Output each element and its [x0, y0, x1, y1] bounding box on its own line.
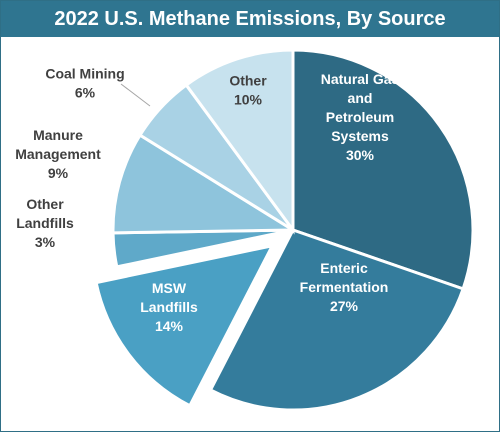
data-label-enteric-fermentation: Enteric Fermentation 27%	[300, 260, 389, 314]
pie-slice-other	[184, 48, 295, 235]
pie-slice-msw-landfills	[94, 243, 276, 408]
pie-slice-enteric-fermentation	[208, 228, 466, 412]
pie-slice-natural-gas-and-petroleum-systems	[291, 48, 475, 291]
data-label-natural-gas-and-petroleum-systems: Natural Gas and Petroleum Systems 30%	[321, 71, 400, 163]
pie-slice-manure-management	[111, 133, 299, 235]
data-label-other: Other 10%	[229, 73, 267, 108]
leader-line-coal-mining	[120, 83, 151, 107]
data-label-coal-mining: Coal Mining 6%	[45, 66, 124, 101]
data-label-other-landfills: Other Landfills 3%	[16, 196, 74, 250]
data-label-msw-landfills: MSW Landfills 14%	[140, 280, 198, 334]
title-bar: 2022 U.S. Methane Emissions, By Source	[1, 1, 499, 37]
chart-title: 2022 U.S. Methane Emissions, By Source	[54, 7, 446, 30]
data-label-manure-management: Manure Management 9%	[15, 127, 101, 181]
